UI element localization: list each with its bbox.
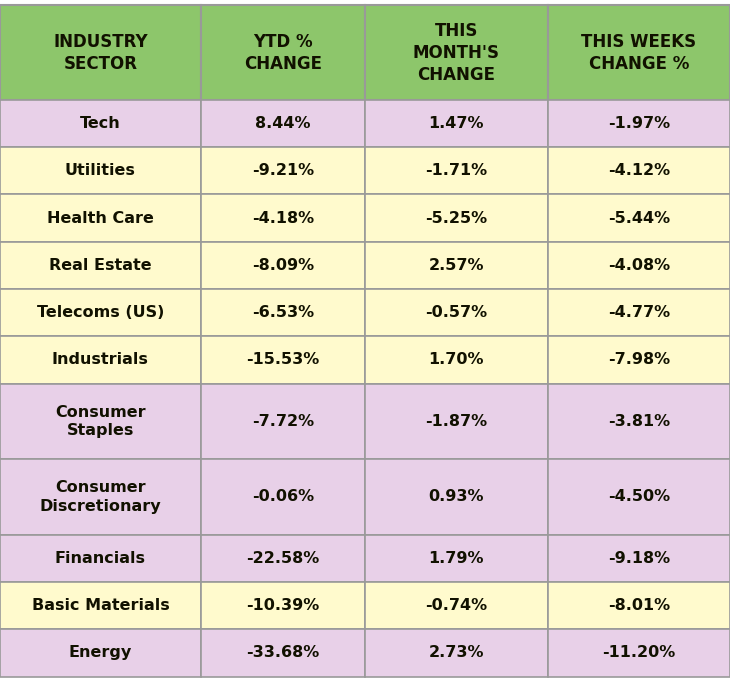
Text: -6.53%: -6.53% <box>252 305 314 320</box>
Bar <box>365 241 548 289</box>
Bar <box>201 289 365 336</box>
Bar <box>0 629 201 677</box>
Text: 2.73%: 2.73% <box>429 645 484 660</box>
Bar <box>365 629 548 677</box>
Bar <box>548 194 730 241</box>
Bar <box>201 459 365 535</box>
Bar <box>0 336 201 383</box>
Bar <box>0 289 201 336</box>
Bar <box>201 100 365 147</box>
Bar <box>548 147 730 194</box>
Bar <box>365 336 548 383</box>
Bar <box>548 535 730 582</box>
Text: -33.68%: -33.68% <box>246 645 320 660</box>
Bar <box>365 383 548 459</box>
Text: THIS
MONTH'S
CHANGE: THIS MONTH'S CHANGE <box>412 22 500 84</box>
Text: -10.39%: -10.39% <box>246 598 320 613</box>
Bar <box>0 459 201 535</box>
Text: 1.70%: 1.70% <box>429 353 484 368</box>
Bar <box>365 459 548 535</box>
Bar <box>365 5 548 100</box>
Text: -1.97%: -1.97% <box>607 116 670 131</box>
Text: Utilities: Utilities <box>65 164 136 179</box>
Bar <box>365 100 548 147</box>
Bar <box>201 535 365 582</box>
Text: 2.57%: 2.57% <box>429 258 484 273</box>
Bar <box>548 383 730 459</box>
Bar <box>365 582 548 629</box>
Bar <box>548 459 730 535</box>
Text: Industrials: Industrials <box>52 353 149 368</box>
Bar <box>201 582 365 629</box>
Bar <box>201 5 365 100</box>
Bar <box>548 336 730 383</box>
Text: 1.47%: 1.47% <box>429 116 484 131</box>
Text: -15.53%: -15.53% <box>246 353 320 368</box>
Text: -3.81%: -3.81% <box>607 414 670 429</box>
Text: THIS WEEKS
CHANGE %: THIS WEEKS CHANGE % <box>581 33 696 73</box>
Bar <box>548 582 730 629</box>
Text: -8.09%: -8.09% <box>252 258 314 273</box>
Text: 0.93%: 0.93% <box>429 490 484 505</box>
Text: -4.08%: -4.08% <box>607 258 670 273</box>
Text: -4.50%: -4.50% <box>607 490 670 505</box>
Text: Tech: Tech <box>80 116 120 131</box>
Bar <box>201 194 365 241</box>
Text: Telecoms (US): Telecoms (US) <box>36 305 164 320</box>
Text: Financials: Financials <box>55 551 146 566</box>
Bar <box>0 194 201 241</box>
Text: 8.44%: 8.44% <box>255 116 311 131</box>
Bar <box>0 535 201 582</box>
Bar <box>548 100 730 147</box>
Text: -7.72%: -7.72% <box>252 414 314 429</box>
Bar <box>0 147 201 194</box>
Bar <box>548 629 730 677</box>
Bar <box>548 241 730 289</box>
Text: -9.18%: -9.18% <box>607 551 670 566</box>
Bar <box>201 241 365 289</box>
Bar <box>201 383 365 459</box>
Bar <box>365 289 548 336</box>
Bar <box>201 629 365 677</box>
Text: -7.98%: -7.98% <box>607 353 670 368</box>
Text: Energy: Energy <box>69 645 132 660</box>
Bar <box>548 289 730 336</box>
Bar <box>0 383 201 459</box>
Text: -4.12%: -4.12% <box>607 164 670 179</box>
Text: Consumer
Discretionary: Consumer Discretionary <box>39 480 161 514</box>
Text: Real Estate: Real Estate <box>49 258 152 273</box>
Bar <box>201 147 365 194</box>
Bar <box>365 194 548 241</box>
Text: 1.79%: 1.79% <box>429 551 484 566</box>
Text: -0.57%: -0.57% <box>425 305 488 320</box>
Bar <box>0 100 201 147</box>
Text: -9.21%: -9.21% <box>252 164 314 179</box>
Text: Consumer
Staples: Consumer Staples <box>55 404 146 438</box>
Text: -5.25%: -5.25% <box>425 211 488 226</box>
Bar <box>0 5 201 100</box>
Text: -1.87%: -1.87% <box>425 414 488 429</box>
Bar <box>0 582 201 629</box>
Text: -4.18%: -4.18% <box>252 211 314 226</box>
Text: -4.77%: -4.77% <box>607 305 670 320</box>
Text: -8.01%: -8.01% <box>607 598 670 613</box>
Text: INDUSTRY
SECTOR: INDUSTRY SECTOR <box>53 33 147 73</box>
Bar <box>201 336 365 383</box>
Text: -22.58%: -22.58% <box>246 551 320 566</box>
Text: -0.06%: -0.06% <box>252 490 314 505</box>
Bar <box>365 147 548 194</box>
Bar <box>0 241 201 289</box>
Bar <box>548 5 730 100</box>
Text: Health Care: Health Care <box>47 211 154 226</box>
Text: -5.44%: -5.44% <box>607 211 670 226</box>
Text: Basic Materials: Basic Materials <box>31 598 169 613</box>
Bar <box>365 535 548 582</box>
Text: YTD %
CHANGE: YTD % CHANGE <box>244 33 322 73</box>
Text: -0.74%: -0.74% <box>425 598 488 613</box>
Text: -11.20%: -11.20% <box>602 645 675 660</box>
Text: -1.71%: -1.71% <box>425 164 488 179</box>
